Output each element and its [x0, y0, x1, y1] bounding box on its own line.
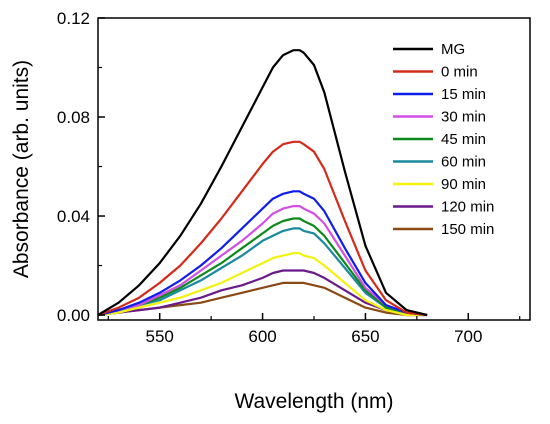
y-tick-label: 0.00	[57, 306, 90, 325]
legend-label: MG	[441, 41, 465, 58]
y-axis-ticks: 0.00 0.04 0.08 0.12	[57, 9, 105, 325]
y-tick-label: 0.12	[57, 9, 90, 28]
x-tick-label: 550	[146, 327, 174, 346]
legend-label: 120 min	[441, 199, 494, 216]
series-line	[97, 227, 428, 317]
series-line	[97, 205, 428, 317]
series-line	[97, 217, 428, 317]
legend-label: 90 min	[441, 176, 486, 193]
plot-lines	[97, 49, 428, 317]
series-line	[97, 49, 428, 317]
y-axis-label: Absorbance (arb. units)	[10, 60, 33, 278]
legend-label: 30 min	[441, 109, 486, 126]
legend: MG 0 min 15 min 30 min 45 min 60 min 90 min 120…	[393, 41, 494, 238]
legend-label: 15 min	[441, 86, 486, 103]
y-tick-label: 0.04	[57, 207, 90, 226]
legend-label: 60 min	[441, 154, 486, 171]
legend-label: 45 min	[441, 131, 486, 148]
x-tick-label: 650	[351, 327, 379, 346]
legend-label: 0 min	[441, 64, 478, 81]
series-line	[97, 140, 428, 317]
y-tick-label: 0.08	[57, 108, 90, 127]
legend-label: 150 min	[441, 221, 494, 238]
series-line	[97, 190, 428, 317]
series-line	[97, 269, 428, 317]
x-tick-label: 600	[248, 327, 276, 346]
x-tick-label: 700	[454, 327, 482, 346]
x-axis-ticks: 550 600 650 700	[107, 313, 521, 346]
series-line	[97, 252, 428, 317]
x-axis-label: Wavelength (nm)	[234, 390, 393, 413]
